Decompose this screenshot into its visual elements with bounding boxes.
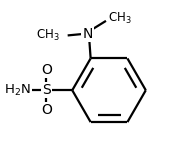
Text: N: N	[82, 27, 93, 41]
Text: CH$_3$: CH$_3$	[108, 11, 132, 26]
Text: O: O	[41, 103, 52, 117]
Text: CH$_3$: CH$_3$	[36, 28, 60, 43]
Text: S: S	[42, 83, 51, 97]
Text: O: O	[41, 63, 52, 77]
Text: H$_2$N: H$_2$N	[4, 83, 31, 98]
